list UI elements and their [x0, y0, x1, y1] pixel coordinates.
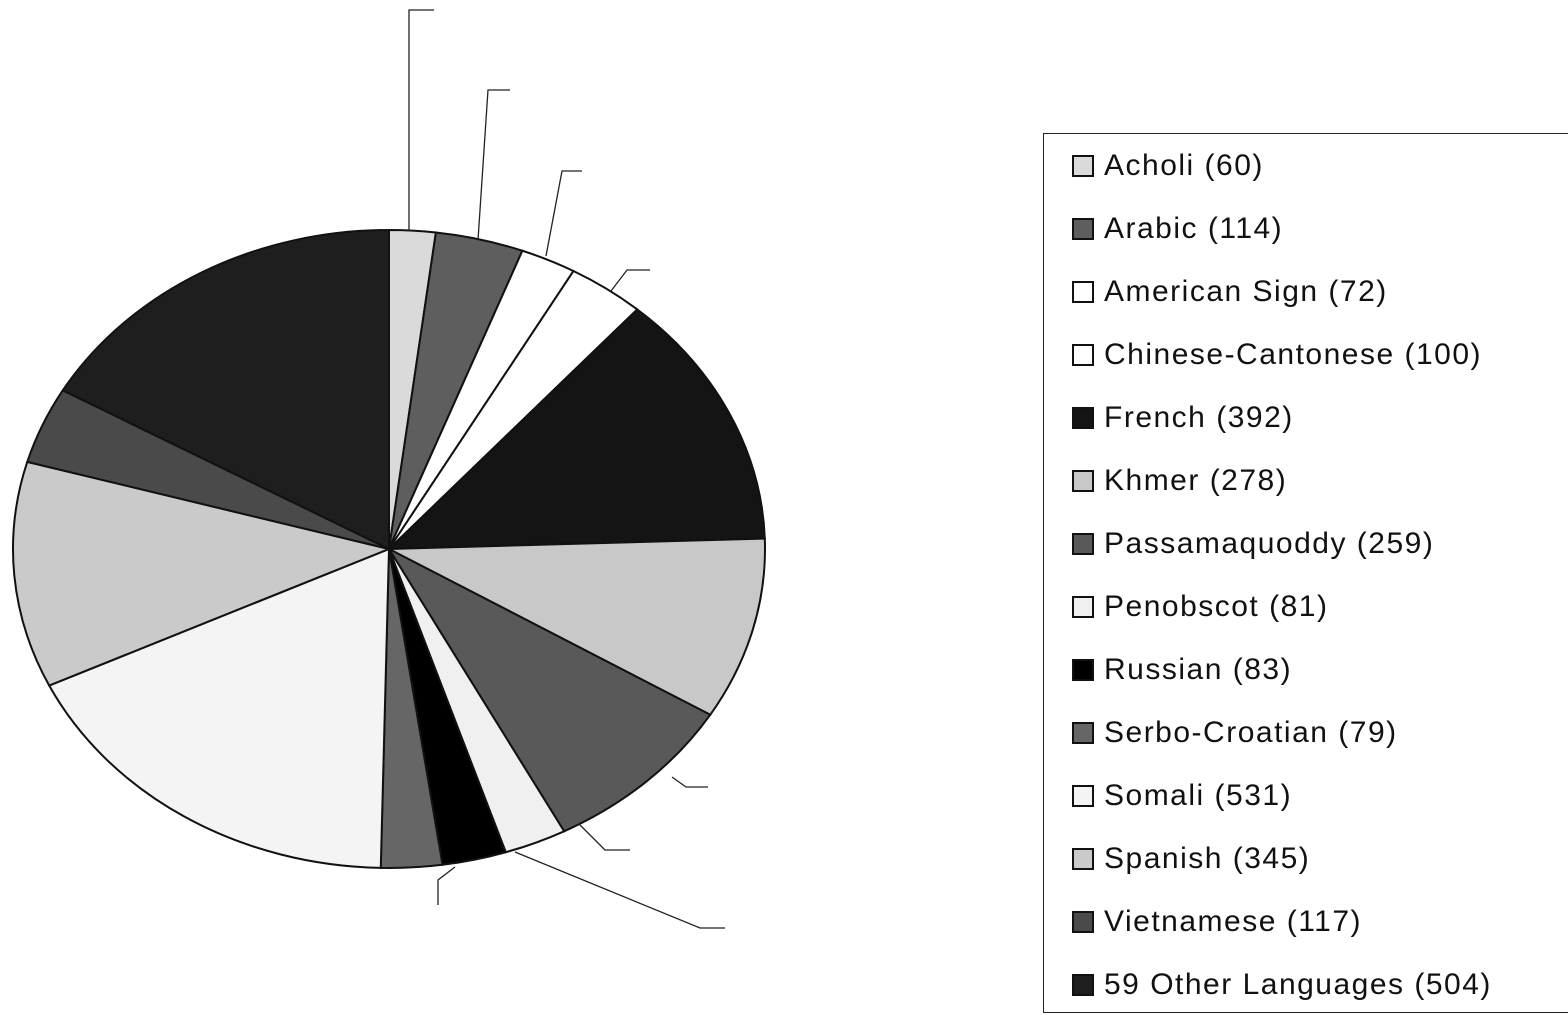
- legend-item-spanish: Spanish (345): [1072, 839, 1310, 879]
- legend-label: Khmer (278): [1104, 464, 1288, 497]
- pie-slice-passamaquoddy: [386, 546, 712, 833]
- legend-swatch: [1072, 155, 1094, 177]
- legend-item-arabic: Arabic (114): [1072, 209, 1283, 249]
- legend-label: Russian (83): [1104, 653, 1293, 686]
- legend-swatch: [1072, 785, 1094, 807]
- legend-label: American Sign (72): [1104, 275, 1388, 308]
- legend-label: Spanish (345): [1104, 842, 1311, 875]
- legend-label: French (392): [1104, 401, 1294, 434]
- legend-item-vietnamese: Vietnamese (117): [1072, 902, 1362, 942]
- legend-label: Somali (531): [1104, 779, 1293, 812]
- legend-swatch: [1072, 911, 1094, 933]
- legend-item-chinese-cantonese: Chinese-Cantonese (100): [1072, 335, 1482, 375]
- legend-item-acholi: Acholi (60): [1072, 146, 1264, 186]
- legend-label: Vietnamese (117): [1104, 905, 1363, 938]
- pie-slice-khmer: [388, 537, 766, 717]
- legend-item-american-sign: American Sign (72): [1072, 272, 1388, 312]
- leader-line-penobscot: [579, 824, 630, 851]
- pie-slice-59-other-languages: [61, 228, 390, 551]
- legend-label: 59 Other Languages (504): [1104, 968, 1492, 1001]
- legend-item-russian: Russian (83): [1072, 650, 1292, 690]
- pie-chart: [12, 9, 766, 929]
- legend-label: Serbo-Croatian (79): [1104, 716, 1398, 749]
- leader-line-serbo-croatian: [437, 866, 456, 905]
- leader-line-chinese-cantonese: [610, 269, 650, 292]
- legend-item-french: French (392): [1072, 398, 1294, 438]
- legend-label: Penobscot (81): [1104, 590, 1329, 623]
- legend-item-other-languages: 59 Other Languages (504): [1072, 965, 1492, 1005]
- legend-swatch: [1072, 281, 1094, 303]
- legend-swatch: [1072, 596, 1094, 618]
- legend-swatch: [1072, 407, 1094, 429]
- pie-slices: [12, 228, 766, 869]
- legend-label: Arabic (114): [1104, 212, 1284, 245]
- legend-swatch: [1072, 533, 1094, 555]
- pie-slice-spanish: [12, 460, 393, 687]
- legend-swatch: [1072, 659, 1094, 681]
- pie-leader-lines: [408, 9, 725, 929]
- legend-label: Passamaquoddy (259): [1104, 527, 1435, 560]
- leader-line-arabic: [477, 89, 510, 241]
- legend-item-passamaquoddy: Passamaquoddy (259): [1072, 524, 1434, 564]
- leader-line-russian: [514, 851, 725, 929]
- legend-label: Acholi (60): [1104, 149, 1264, 182]
- legend-item-serbo-croatian: Serbo-Croatian (79): [1072, 713, 1398, 753]
- legend-swatch: [1072, 722, 1094, 744]
- leader-line-american-sign: [545, 170, 582, 257]
- legend-swatch: [1072, 470, 1094, 492]
- legend-swatch: [1072, 848, 1094, 870]
- pie-slice-french: [386, 308, 766, 551]
- leader-line-passamaquoddy: [671, 776, 708, 788]
- pie-slice-somali: [47, 547, 391, 869]
- legend-label: Chinese-Cantonese (100): [1104, 338, 1483, 371]
- legend-item-khmer: Khmer (278): [1072, 461, 1287, 501]
- legend-item-somali: Somali (531): [1072, 776, 1292, 816]
- leader-line-acholi: [408, 9, 434, 231]
- legend-item-penobscot: Penobscot (81): [1072, 587, 1328, 627]
- legend-swatch: [1072, 344, 1094, 366]
- legend-swatch: [1072, 974, 1094, 996]
- chart-legend: Acholi (60) Arabic (114) American Sign (…: [1043, 133, 1568, 1013]
- legend-swatch: [1072, 218, 1094, 240]
